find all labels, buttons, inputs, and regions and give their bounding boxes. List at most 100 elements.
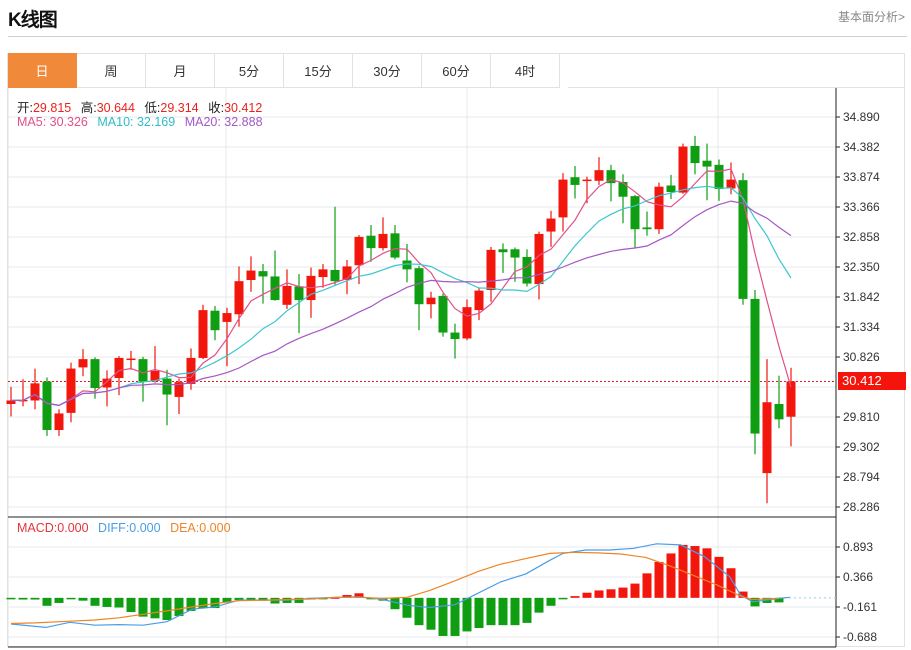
price-tick-label: 29.810 bbox=[843, 410, 880, 424]
macd-bar bbox=[738, 591, 748, 598]
candle-down bbox=[630, 196, 640, 230]
macd-bar bbox=[126, 597, 136, 613]
price-tick-label: 31.842 bbox=[843, 290, 880, 304]
macd-bar bbox=[390, 597, 400, 610]
candle-down bbox=[606, 170, 616, 184]
macd-bar bbox=[222, 597, 232, 603]
candle-down bbox=[210, 310, 220, 331]
macd-bar bbox=[534, 597, 544, 613]
candle-down bbox=[690, 145, 700, 164]
candle-down bbox=[714, 164, 724, 190]
macd-bar bbox=[570, 596, 580, 598]
tab-15min[interactable]: 15分 bbox=[284, 53, 353, 88]
macd-bar bbox=[498, 597, 508, 626]
macd-bar bbox=[174, 597, 184, 617]
ma5-line bbox=[10, 168, 792, 407]
macd-bar bbox=[138, 597, 148, 617]
diff-legend-value: DIFF:0.000 bbox=[98, 521, 161, 535]
candle-down bbox=[618, 181, 628, 197]
tab-60min[interactable]: 60分 bbox=[422, 53, 491, 88]
macd-bar bbox=[246, 597, 256, 600]
ma10-legend: MA10: 32.169 bbox=[97, 115, 176, 129]
candle-up bbox=[474, 290, 484, 311]
macd-bar bbox=[426, 597, 436, 630]
candle-down bbox=[642, 227, 652, 230]
tab-30min[interactable]: 30分 bbox=[353, 53, 422, 88]
candle-up bbox=[726, 179, 736, 189]
candle-down bbox=[414, 268, 424, 305]
macd-bar bbox=[486, 597, 496, 626]
macd-bar bbox=[438, 597, 448, 636]
candle-up bbox=[234, 281, 244, 315]
macd-bar bbox=[618, 587, 628, 598]
candle-down bbox=[90, 359, 100, 389]
candle-up bbox=[174, 382, 184, 397]
candle-up bbox=[30, 383, 40, 401]
macd-bar bbox=[294, 597, 304, 603]
price-tick-label: 34.890 bbox=[843, 110, 880, 124]
tab-4hour[interactable]: 4时 bbox=[491, 53, 560, 88]
ohlc-legend: 开:29.815 高:30.644 低:29.314 收:30.412 bbox=[17, 97, 268, 116]
price-tick-label: 32.350 bbox=[843, 260, 880, 274]
macd-bar bbox=[726, 568, 736, 598]
macd-bar bbox=[750, 597, 760, 607]
tab-week[interactable]: 周 bbox=[77, 53, 146, 88]
candle-down bbox=[162, 378, 172, 395]
macd-bar bbox=[450, 597, 460, 636]
price-tick-label: 31.334 bbox=[843, 320, 880, 334]
tab-5min[interactable]: 5分 bbox=[215, 53, 284, 88]
high-value: 30.644 bbox=[96, 101, 135, 115]
candle-down bbox=[138, 359, 148, 382]
high-label: 高: bbox=[80, 101, 97, 115]
macd-legend: MACD:0.000 DIFF:0.000 DEA:0.000 bbox=[17, 521, 237, 535]
macd-bar bbox=[150, 597, 160, 619]
candle-up bbox=[486, 249, 496, 291]
price-tick-label: 29.302 bbox=[843, 440, 880, 454]
tab-day[interactable]: 日 bbox=[8, 53, 77, 88]
open-label: 开: bbox=[17, 101, 33, 115]
candle-up bbox=[126, 358, 136, 361]
price-tick-label: 32.858 bbox=[843, 230, 880, 244]
candle-up bbox=[246, 270, 256, 280]
candle-down bbox=[510, 249, 520, 258]
macd-bar bbox=[54, 597, 64, 603]
candle-up bbox=[378, 233, 388, 249]
macd-bar bbox=[714, 556, 724, 598]
macd-bar bbox=[18, 597, 28, 600]
macd-bar bbox=[522, 597, 532, 623]
macd-tick-label: -0.161 bbox=[843, 600, 877, 614]
fundamental-analysis-link[interactable]: 基本面分析> bbox=[837, 10, 905, 24]
candle-down bbox=[42, 381, 52, 430]
macd-bar bbox=[162, 597, 172, 621]
macd-bar bbox=[630, 583, 640, 598]
candle-up bbox=[66, 368, 76, 413]
candle-up bbox=[114, 357, 124, 379]
candle-down bbox=[438, 295, 448, 333]
macd-tick-label: 0.893 bbox=[843, 540, 873, 554]
ma10-line bbox=[10, 185, 792, 407]
macd-bar bbox=[330, 597, 340, 599]
macd-bar bbox=[702, 548, 712, 598]
candle-up bbox=[594, 170, 604, 181]
header-divider bbox=[8, 36, 907, 37]
candle-up bbox=[282, 285, 292, 305]
price-tick-label: 33.874 bbox=[843, 170, 880, 184]
tabs-divider bbox=[568, 87, 905, 88]
candle-up bbox=[318, 269, 328, 278]
candle-down bbox=[330, 269, 340, 282]
ma20-line bbox=[10, 200, 792, 407]
candle-down bbox=[366, 235, 376, 249]
macd-bar bbox=[558, 597, 568, 600]
macd-bar bbox=[90, 597, 100, 606]
candle-up bbox=[786, 381, 796, 417]
macd-bar bbox=[462, 597, 472, 632]
candle-up bbox=[762, 402, 772, 474]
page-title: K线图 bbox=[8, 10, 58, 31]
candle-down bbox=[570, 177, 580, 185]
low-label: 低: bbox=[144, 101, 161, 115]
tab-month[interactable]: 月 bbox=[146, 53, 215, 88]
candle-up bbox=[534, 233, 544, 285]
candle-down bbox=[666, 185, 676, 192]
close-value: 30.412 bbox=[224, 101, 263, 115]
